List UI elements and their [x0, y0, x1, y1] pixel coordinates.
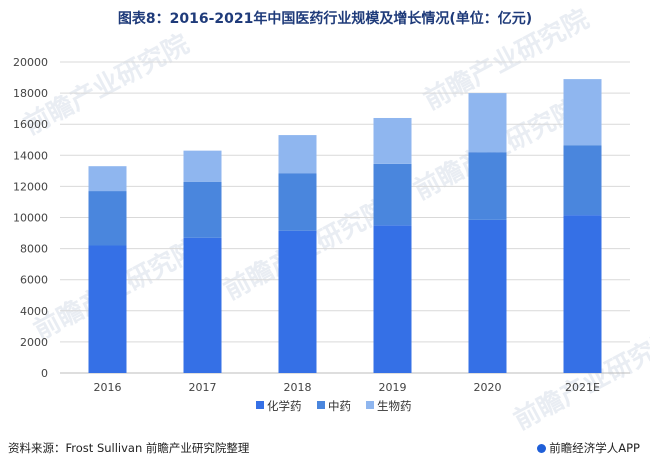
- x-tick-label: 2018: [284, 381, 312, 394]
- bar-segment: [468, 93, 507, 153]
- legend-swatch: [366, 401, 374, 409]
- bar-segment: [278, 135, 317, 174]
- y-tick-label: 18000: [13, 87, 48, 100]
- y-tick-label: 12000: [13, 180, 48, 193]
- bar-segment: [373, 117, 412, 164]
- legend: 化学药 中药 生物药: [256, 399, 412, 413]
- source-note: 资料来源：Frost Sullivan 前瞻产业研究院整理: [8, 441, 250, 455]
- bar-segment: [468, 219, 507, 373]
- bar-segment: [88, 191, 127, 246]
- brand-name: 前瞻经济学人APP: [549, 441, 640, 455]
- bar-segment: [278, 173, 317, 231]
- brand-logo-icon: [537, 444, 547, 453]
- bar-segment: [88, 245, 127, 373]
- y-tick-label: 14000: [13, 149, 48, 162]
- bar-segment: [373, 163, 412, 226]
- bar-segment: [563, 215, 602, 373]
- bar-segment: [563, 145, 602, 216]
- x-tick-label: 2020: [474, 381, 502, 394]
- bar-segment: [373, 225, 412, 373]
- bar-segment: [88, 166, 127, 192]
- y-tick-label: 0: [41, 367, 48, 380]
- bar-segment: [183, 150, 222, 182]
- brand-footer: 前瞻经济学人APP: [537, 440, 640, 456]
- bars: [88, 79, 602, 373]
- y-axis-ticks: 0 2000 4000 6000 8000 10000 12000 14000 16000 180…: [13, 56, 48, 380]
- y-tick-label: 20000: [13, 56, 48, 69]
- bar-segment: [183, 181, 222, 238]
- y-tick-label: 10000: [13, 212, 48, 225]
- y-tick-label: 2000: [20, 336, 48, 349]
- bar-segment: [183, 237, 222, 373]
- legend-label: 中药: [328, 399, 351, 413]
- x-tick-label: 2016: [94, 381, 122, 394]
- x-tick-label: 2019: [379, 381, 407, 394]
- legend-swatch: [317, 401, 325, 409]
- bar-segment: [468, 152, 507, 220]
- y-tick-label: 6000: [20, 274, 48, 287]
- x-axis-ticks: 2016 2017 2018 2019 2020 2021E: [94, 381, 601, 394]
- chart-title: 图表8：2016-2021年中国医药行业规模及增长情况(单位：亿元): [117, 11, 533, 27]
- legend-label: 化学药: [267, 399, 302, 413]
- legend-label: 生物药: [377, 399, 412, 413]
- y-tick-label: 16000: [13, 118, 48, 131]
- gridlines: [60, 61, 630, 374]
- bar-segment: [278, 230, 317, 373]
- y-tick-label: 4000: [20, 305, 48, 318]
- legend-swatch: [256, 401, 264, 409]
- bar-segment: [563, 79, 602, 146]
- x-tick-label: 2017: [189, 381, 217, 394]
- x-tick-label: 2021E: [565, 381, 600, 394]
- y-tick-label: 8000: [20, 243, 48, 256]
